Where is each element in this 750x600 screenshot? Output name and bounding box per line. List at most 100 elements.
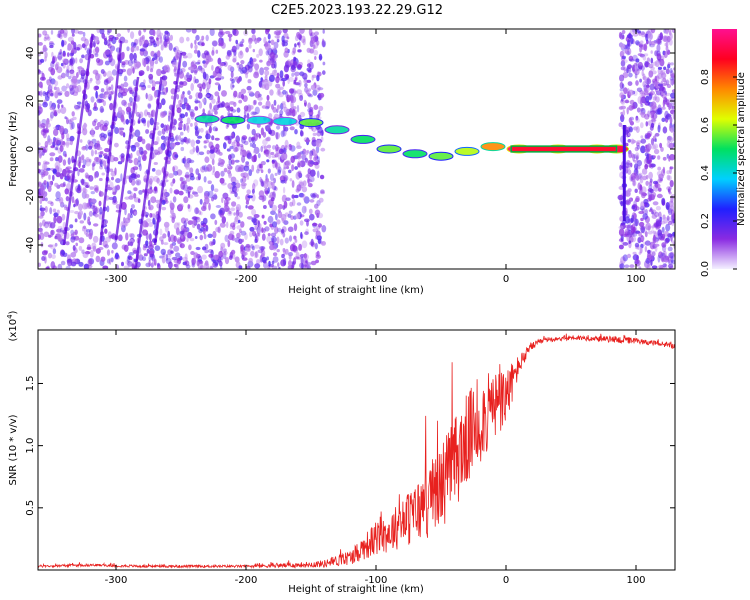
noise-speckle: [148, 255, 152, 262]
noise-speckle: [160, 123, 165, 129]
noise-speckle: [130, 144, 136, 148]
noise-speckle: [230, 71, 234, 78]
noise-speckle: [261, 105, 267, 109]
noise-speckle: [78, 237, 85, 244]
noise-speckle: [211, 64, 214, 71]
noise-speckle: [254, 106, 260, 115]
noise-speckle: [38, 169, 45, 175]
noise-speckle: [42, 149, 47, 153]
noise-speckle: [112, 199, 118, 205]
noise-speckle: [667, 208, 673, 216]
noise-speckle: [226, 163, 231, 168]
noise-speckle: [57, 108, 61, 114]
noise-speckle: [207, 128, 211, 135]
noise-speckle: [253, 146, 260, 154]
noise-speckle: [249, 226, 255, 232]
noise-speckle: [179, 81, 184, 85]
noise-speckle: [154, 60, 158, 65]
noise-speckle: [291, 109, 297, 117]
noise-speckle: [268, 40, 271, 44]
noise-speckle: [251, 143, 257, 149]
noise-speckle: [120, 201, 127, 210]
noise-speckle: [293, 223, 298, 232]
noise-speckle: [173, 245, 180, 252]
noise-speckle: [161, 206, 167, 211]
noise-speckle: [271, 182, 275, 189]
noise-speckle: [138, 254, 144, 261]
noise-speckle: [243, 114, 247, 119]
noise-speckle: [283, 257, 287, 266]
noise-speckle: [38, 150, 42, 159]
noise-speckle: [302, 72, 308, 80]
noise-speckle: [279, 238, 284, 246]
noise-speckle: [115, 264, 120, 269]
noise-speckle: [141, 138, 146, 145]
noise-speckle: [316, 235, 322, 241]
noise-speckle: [310, 84, 316, 91]
noise-speckle: [38, 42, 43, 46]
noise-speckle: [69, 57, 75, 66]
noise-speckle: [291, 164, 295, 172]
noise-speckle: [300, 257, 305, 264]
noise-speckle: [294, 166, 298, 170]
noise-speckle: [52, 109, 58, 114]
noise-speckle: [179, 36, 185, 44]
noise-speckle: [100, 108, 105, 113]
noise-speckle: [657, 83, 664, 87]
noise-speckle: [639, 225, 646, 231]
noise-speckle: [227, 182, 233, 190]
noise-speckle: [247, 90, 254, 94]
noise-speckle: [236, 43, 240, 50]
spectrogram-marks: [38, 29, 675, 269]
noise-speckle: [657, 107, 663, 115]
noise-speckle: [117, 161, 123, 165]
noise-speckle: [211, 40, 218, 47]
noise-speckle: [267, 168, 271, 174]
noise-speckle: [205, 133, 211, 140]
noise-speckle: [187, 191, 191, 199]
noise-speckle: [204, 156, 210, 163]
noise-speckle: [83, 181, 90, 186]
noise-speckle: [198, 229, 203, 234]
signal-point: [402, 149, 428, 159]
noise-speckle: [312, 228, 319, 233]
noise-speckle: [104, 60, 110, 66]
noise-speckle: [282, 248, 286, 253]
noise-speckle: [619, 195, 623, 199]
noise-speckle: [629, 264, 635, 268]
noise-speckle: [55, 191, 61, 200]
noise-speckle: [106, 249, 111, 256]
noise-speckle: [133, 52, 137, 61]
noise-speckle: [149, 243, 155, 248]
noise-speckle: [241, 38, 245, 44]
noise-speckle: [182, 157, 186, 164]
noise-speckle: [650, 90, 655, 96]
noise-speckle: [49, 114, 53, 122]
noise-speckle: [147, 93, 153, 102]
noise-speckle: [185, 164, 190, 170]
noise-speckle: [283, 220, 289, 226]
noise-speckle: [288, 254, 292, 260]
noise-speckle: [153, 162, 158, 165]
noise-speckle: [160, 239, 164, 245]
noise-speckle: [306, 79, 311, 83]
noise-speckle: [637, 53, 643, 57]
noise-speckle: [208, 57, 214, 62]
noise-speckle: [300, 231, 303, 239]
noise-speckle: [43, 36, 47, 42]
noise-speckle: [248, 257, 253, 263]
noise-speckle: [148, 175, 155, 183]
noise-speckle: [61, 72, 66, 79]
noise-speckle: [635, 167, 638, 174]
noise-speckle: [178, 71, 185, 79]
noise-speckle: [183, 196, 189, 204]
noise-speckle: [268, 152, 272, 159]
noise-speckle: [145, 222, 149, 228]
noise-speckle: [619, 92, 625, 99]
noise-speckle: [304, 139, 311, 143]
noise-speckle: [647, 230, 653, 235]
noise-speckle: [143, 59, 147, 68]
noise-speckle: [146, 65, 150, 72]
noise-speckle: [123, 81, 129, 88]
